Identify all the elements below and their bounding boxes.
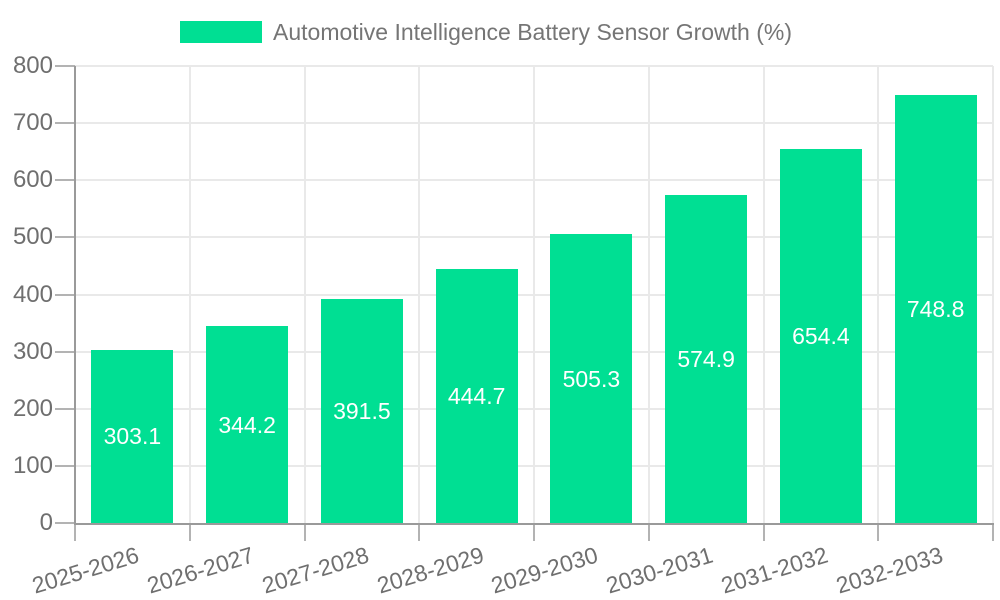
y-axis-tick: [55, 293, 75, 296]
bar[interactable]: 654.4: [779, 149, 862, 523]
gridline-vertical: [533, 66, 535, 523]
bar-value-label: 391.5: [333, 398, 391, 425]
bar[interactable]: 505.3: [550, 234, 633, 523]
x-axis-label: 2029-2030: [488, 541, 602, 599]
y-axis-label: 200: [12, 394, 53, 422]
bar-value-label: 444.7: [447, 382, 506, 409]
x-axis-label: 2028-2029: [373, 541, 487, 599]
x-axis-tick: [992, 524, 994, 541]
y-axis-tick: [55, 122, 75, 125]
y-axis-tick: [55, 236, 75, 239]
legend-label: Automotive Intelligence Battery Sensor G…: [273, 18, 793, 45]
x-axis-tick: [188, 524, 191, 541]
y-axis-tick: [55, 350, 75, 353]
bar[interactable]: 303.1: [91, 349, 174, 523]
gridline-vertical: [992, 66, 994, 523]
bar-value-label: 505.3: [562, 365, 621, 392]
x-axis-label: 2032-2033: [832, 541, 946, 599]
y-axis-label: 700: [12, 109, 53, 137]
gridline-vertical: [647, 66, 650, 523]
y-axis-tick: [55, 65, 75, 67]
legend-swatch-icon: [180, 21, 262, 43]
y-axis-label: 500: [12, 223, 53, 251]
x-axis-tick: [762, 524, 765, 541]
bar[interactable]: 344.2: [206, 326, 289, 523]
y-axis-tick: [55, 522, 75, 524]
x-axis-label: 2025-2026: [29, 541, 143, 599]
chart-legend[interactable]: Automotive Intelligence Battery Sensor G…: [180, 15, 792, 49]
x-axis-label: 2031-2032: [717, 541, 831, 599]
y-axis-label: 100: [12, 451, 53, 479]
bar[interactable]: 574.9: [665, 194, 748, 523]
y-axis-label: 300: [12, 337, 53, 365]
gridline-vertical: [762, 66, 765, 523]
x-axis-tick: [74, 524, 76, 541]
x-axis-label: 2026-2027: [144, 541, 257, 599]
y-axis-tick: [55, 407, 75, 410]
x-axis-tick: [418, 524, 421, 541]
gridline-vertical: [877, 66, 880, 523]
x-axis: [74, 523, 994, 525]
bar[interactable]: 444.7: [435, 268, 518, 523]
bar-value-label: 303.1: [103, 423, 162, 450]
y-axis: [74, 66, 76, 525]
y-axis-label: 600: [12, 166, 53, 194]
gridline-vertical: [188, 66, 191, 523]
x-axis-label: 2027-2028: [258, 541, 372, 599]
y-axis-tick: [55, 464, 75, 467]
gridline-vertical: [418, 66, 421, 523]
y-axis-tick: [55, 179, 75, 182]
x-axis-tick: [647, 524, 650, 541]
bar-value-label: 654.4: [792, 323, 850, 350]
x-axis-tick: [533, 524, 535, 541]
y-axis-label: 400: [12, 280, 53, 308]
y-axis-label: 800: [12, 52, 53, 79]
x-axis-label: 2030-2031: [603, 541, 716, 599]
y-axis-label: 0: [39, 509, 53, 536]
bar[interactable]: 748.8: [894, 95, 977, 523]
bar[interactable]: 391.5: [320, 299, 403, 523]
x-axis-tick: [877, 524, 880, 541]
gridline-vertical: [303, 66, 306, 523]
x-axis-tick: [303, 524, 306, 541]
bar-value-label: 344.2: [218, 411, 276, 438]
bar-value-label: 574.9: [677, 345, 735, 372]
bar-value-label: 748.8: [906, 296, 965, 323]
